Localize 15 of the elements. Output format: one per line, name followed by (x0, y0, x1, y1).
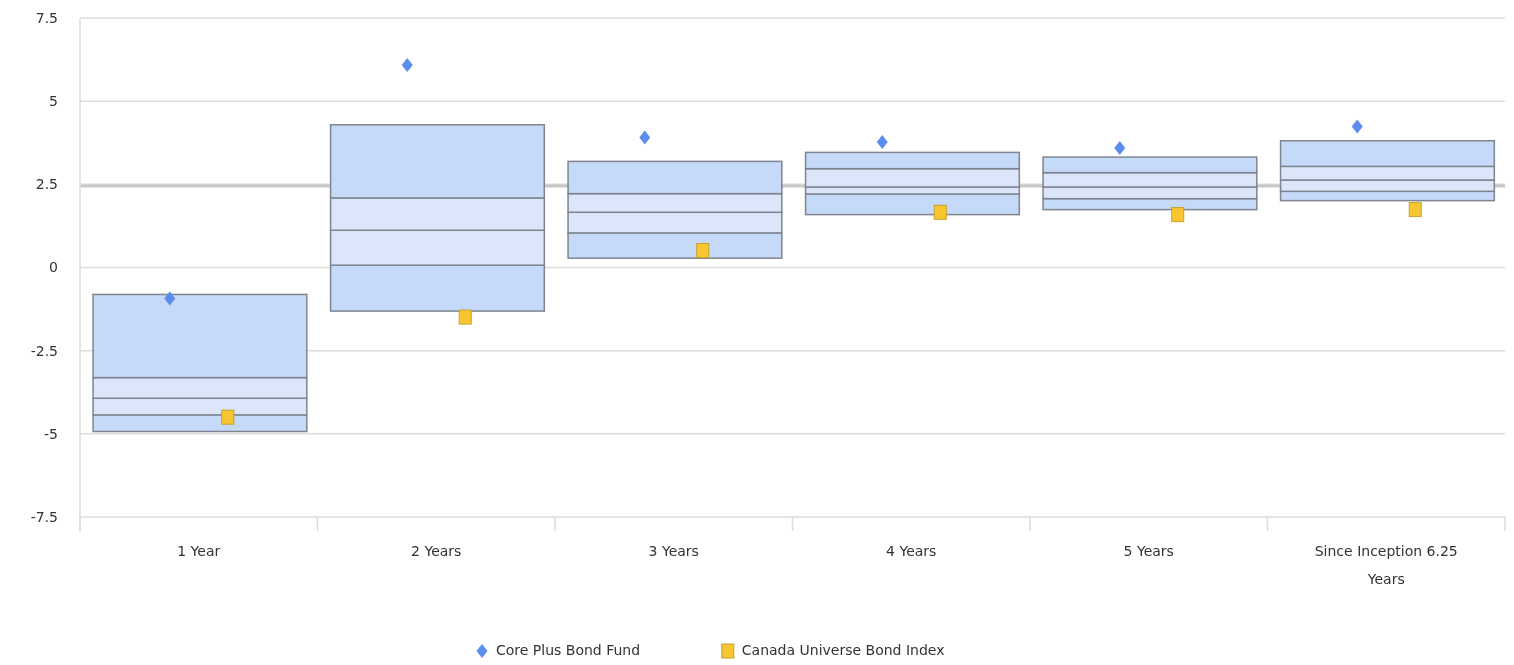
x-tick-label: Since Inception 6.25 Years (1314, 543, 1458, 587)
y-tick-label: 7.5 (35, 9, 58, 26)
legend-label: Core Plus Bond Fund (496, 642, 641, 658)
x-tick-label: 1 Year (177, 543, 221, 559)
x-tick-label: 5 Years (1123, 543, 1174, 559)
y-tick-label: -7.5 (30, 508, 58, 525)
x-tick-label: 4 Years (886, 543, 937, 559)
legend-label: Canada Universe Bond Index (741, 642, 945, 658)
y-tick-label: 0 (49, 259, 58, 276)
y-tick-label: 5 (49, 93, 58, 110)
y-tick-label: -2.5 (30, 342, 58, 359)
y-tick-label: 2.5 (35, 176, 58, 193)
x-tick-label: 2 Years (411, 543, 462, 559)
x-tick-label: 3 Years (648, 543, 699, 559)
y-tick-label: -5 (44, 425, 58, 442)
